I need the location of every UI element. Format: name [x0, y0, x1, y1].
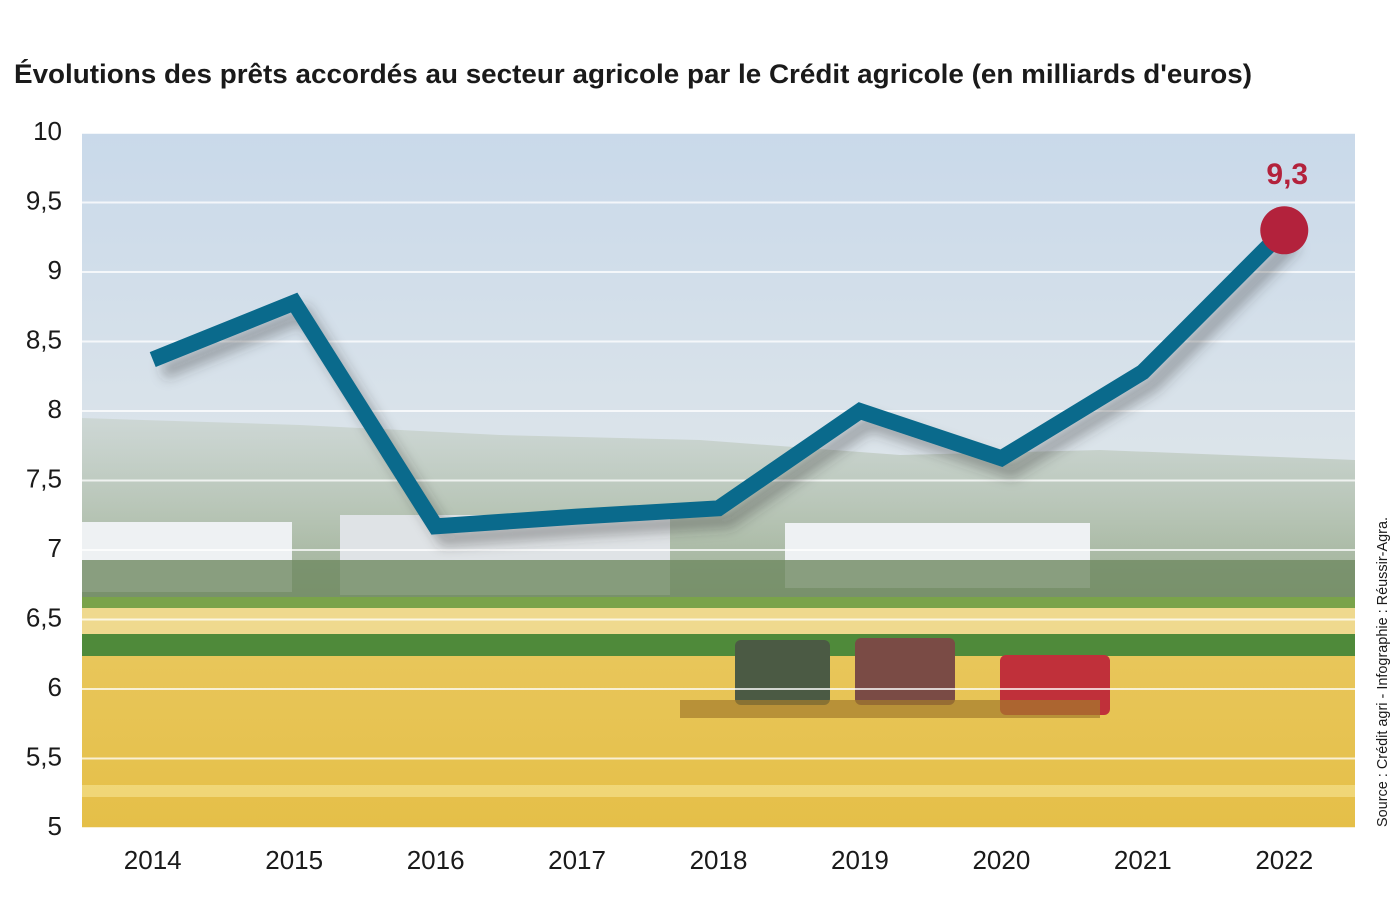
x-tick-label: 2022 [1255, 845, 1313, 875]
y-tick-label: 6 [48, 672, 62, 702]
x-tick-label: 2015 [265, 845, 323, 875]
y-tick-label: 5 [48, 811, 62, 841]
x-tick-label: 2020 [972, 845, 1030, 875]
x-tick-label: 2017 [548, 845, 606, 875]
x-axis: 2014 2015 2016 2017 2018 2019 2020 2021 2022 [124, 845, 1313, 875]
x-tick-label: 2016 [407, 845, 465, 875]
field-track [82, 785, 1355, 797]
x-tick-label: 2021 [1114, 845, 1172, 875]
y-tick-label: 7 [48, 533, 62, 563]
wheat-field [82, 656, 1355, 828]
x-tick-label: 2019 [831, 845, 889, 875]
line [149, 224, 1290, 535]
y-tick-label: 9 [48, 255, 62, 285]
y-tick-label: 8,5 [26, 324, 62, 354]
chart-title: Évolutions des prêts accordés au secteur… [14, 58, 1252, 89]
x-tick-label: 2014 [124, 845, 182, 875]
grass [82, 597, 1355, 609]
y-tick-label: 10 [33, 116, 62, 146]
y-tick-label: 7,5 [26, 463, 62, 493]
y-tick-label: 9,5 [26, 185, 62, 215]
y-axis: 5 5,5 6 6,5 7 7,5 8 8,5 9 9,5 10 [26, 116, 62, 841]
highlight-marker [1260, 206, 1309, 255]
grid [82, 132, 1355, 829]
plot: 9,3 [149, 158, 1309, 547]
y-tick-label: 6,5 [26, 602, 62, 632]
x-tick-label: 2018 [690, 845, 748, 875]
crop-strip [82, 634, 1355, 658]
value-label: 9,3 [1266, 158, 1308, 191]
stubble [82, 608, 1355, 636]
trees [82, 560, 1355, 600]
y-tick-label: 8 [48, 394, 62, 424]
y-tick-label: 5,5 [26, 741, 62, 771]
source: Source : Crédit agri - Infographie : Réu… [1374, 517, 1391, 827]
